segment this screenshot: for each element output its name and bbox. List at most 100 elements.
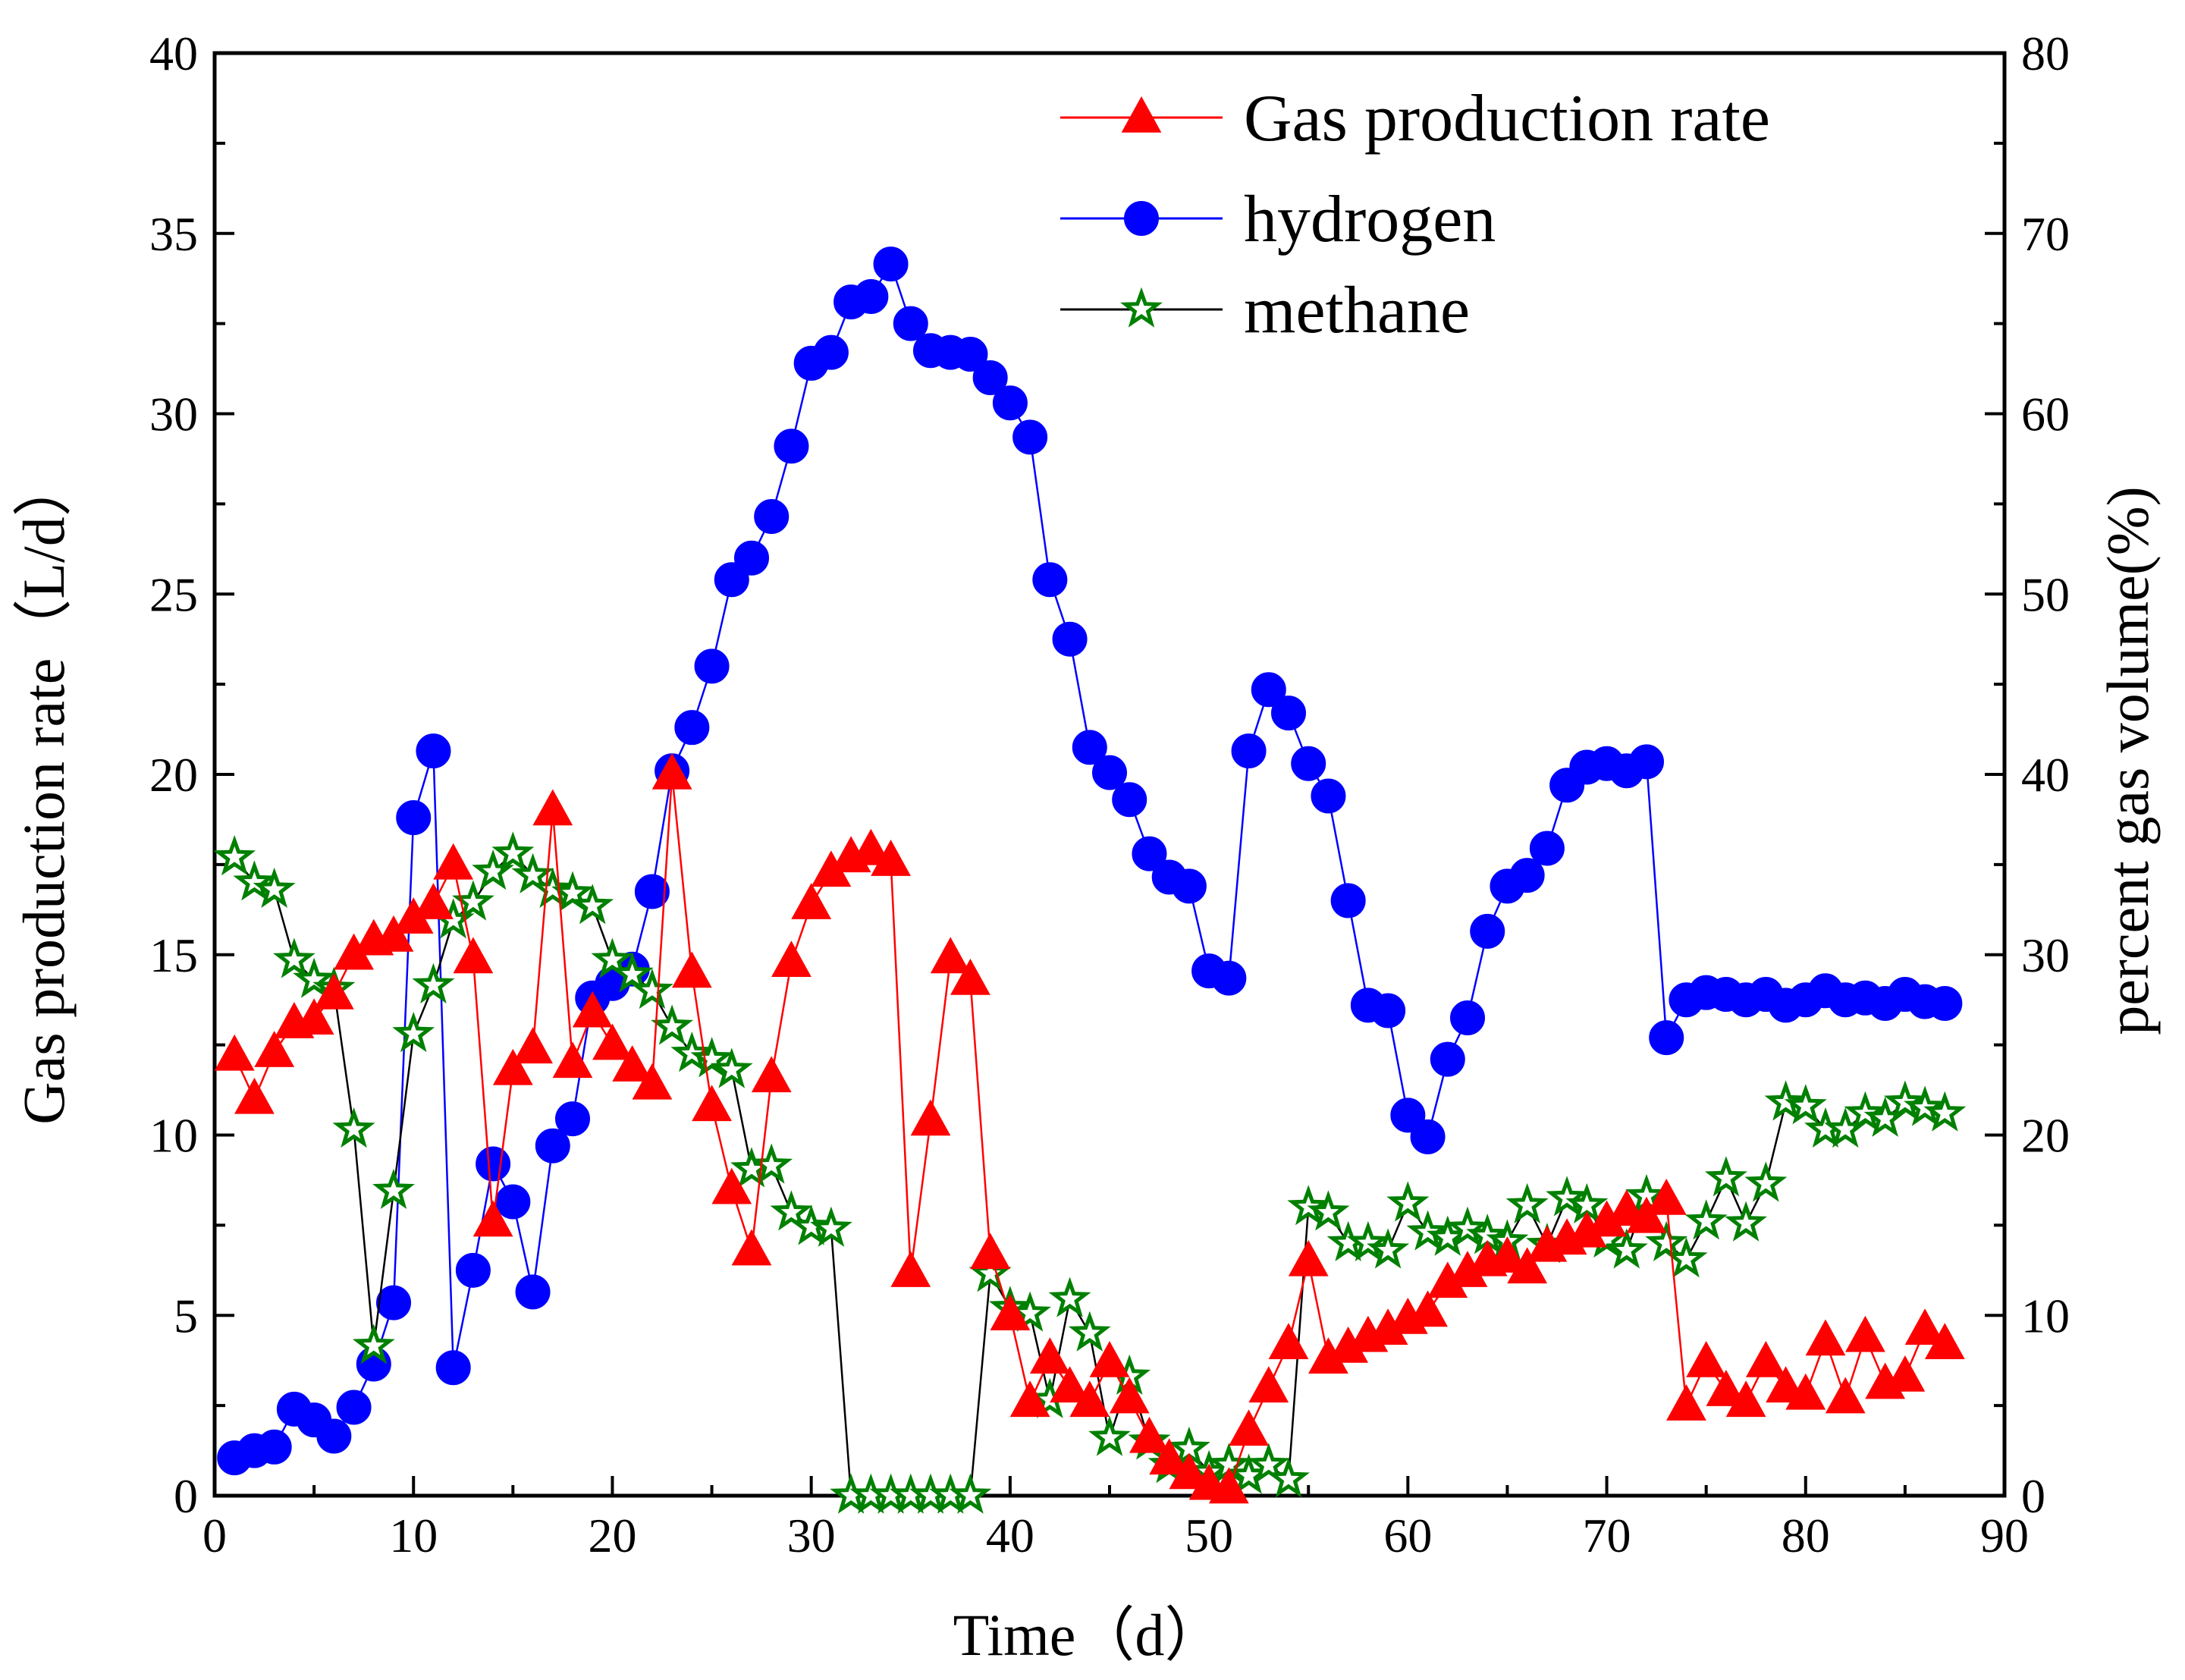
data-point — [810, 1206, 852, 1247]
x-tick-label: 40 — [986, 1509, 1034, 1562]
data-point — [611, 952, 654, 993]
data-point — [890, 1251, 931, 1287]
data-point — [612, 1045, 653, 1082]
data-point — [750, 1143, 793, 1184]
legend-marker — [1124, 201, 1159, 236]
data-point — [1470, 913, 1505, 949]
data-point — [1904, 1085, 1947, 1126]
data-point — [294, 998, 334, 1035]
data-point — [256, 1429, 292, 1465]
series-layer — [213, 247, 1967, 1514]
data-point — [372, 1168, 415, 1209]
legend-marker — [1120, 287, 1163, 328]
data-point — [1012, 419, 1048, 455]
data-point — [552, 1041, 593, 1079]
data-point — [893, 306, 928, 341]
data-point — [714, 562, 749, 598]
data-point — [751, 1056, 792, 1093]
data-point — [1923, 1091, 1967, 1132]
data-point — [1529, 831, 1565, 866]
data-point — [1050, 1366, 1090, 1403]
data-point — [1267, 1457, 1310, 1498]
data-point — [1629, 744, 1664, 780]
data-point — [1645, 1220, 1688, 1261]
data-point — [1704, 1156, 1747, 1197]
data-point — [1430, 1041, 1465, 1077]
data-point — [791, 883, 832, 919]
y-left-tick-label: 40 — [149, 27, 198, 80]
data-point — [1825, 1377, 1866, 1414]
data-point — [754, 499, 790, 535]
data-point — [1048, 1276, 1091, 1317]
y-right-tick-label: 70 — [2021, 207, 2070, 261]
x-tick-label: 20 — [588, 1509, 636, 1562]
legend-label: Gas production rate — [1244, 82, 1770, 155]
data-point — [233, 860, 276, 901]
series-gas-production-rate — [214, 752, 1965, 1504]
legend-label: hydrogen — [1244, 183, 1496, 256]
data-point — [1390, 1097, 1426, 1133]
data-point — [1169, 1452, 1210, 1490]
data-point — [1009, 1291, 1051, 1332]
data-point — [495, 1184, 531, 1220]
data-point — [1346, 1220, 1389, 1261]
data-point — [1009, 1380, 1050, 1418]
data-point — [1706, 1370, 1747, 1406]
data-point — [771, 940, 812, 977]
y-left-tick-label: 25 — [149, 567, 198, 621]
data-point — [476, 1146, 511, 1182]
data-point — [535, 1128, 570, 1163]
data-point — [1487, 1236, 1527, 1273]
data-point — [376, 1285, 411, 1320]
data-point — [1370, 993, 1406, 1028]
data-point — [1032, 562, 1068, 598]
data-point — [950, 958, 990, 995]
data-point — [873, 247, 909, 282]
data-point — [1288, 1239, 1329, 1276]
data-point — [953, 337, 988, 372]
data-point — [336, 1390, 372, 1425]
data-point — [1386, 1181, 1430, 1222]
y-left-tick-label: 20 — [149, 748, 198, 802]
data-point — [1248, 1366, 1289, 1403]
data-point — [513, 1027, 553, 1064]
data-point — [1112, 782, 1147, 818]
y-left-tick-label: 10 — [149, 1109, 198, 1163]
data-point — [1406, 1210, 1449, 1251]
x-tick-label: 30 — [787, 1509, 836, 1562]
data-point — [455, 1252, 491, 1288]
data-point — [551, 871, 594, 912]
y-right-tick-label: 30 — [2021, 928, 2070, 982]
data-point — [1725, 1380, 1766, 1418]
data-point — [813, 334, 849, 370]
data-point — [1805, 1319, 1846, 1356]
legend-item: hydrogen — [1060, 183, 1496, 256]
y-axis-right-title: percent gas volume(%) — [2095, 486, 2161, 1035]
data-point — [555, 1101, 590, 1137]
data-point — [651, 752, 692, 790]
data-point — [1725, 1201, 1767, 1242]
data-point — [692, 1085, 732, 1122]
data-point — [1505, 1182, 1549, 1224]
data-point — [592, 1023, 633, 1060]
data-point — [774, 429, 809, 464]
data-point — [452, 880, 494, 921]
data-point — [1666, 1384, 1706, 1421]
data-point — [631, 968, 673, 1010]
data-point — [731, 1229, 772, 1266]
data-point — [1509, 858, 1545, 893]
data-point — [1211, 960, 1247, 996]
data-point — [273, 937, 316, 978]
data-point — [1129, 1416, 1169, 1453]
data-point — [373, 915, 414, 952]
data-point — [632, 1063, 673, 1100]
data-point — [413, 883, 454, 919]
data-point — [316, 1418, 352, 1454]
data-point — [234, 1077, 275, 1114]
y-right-tick-label: 10 — [2021, 1289, 2070, 1342]
x-tick-label: 0 — [202, 1509, 227, 1562]
y-right-tick-label: 80 — [2021, 27, 2070, 80]
data-point — [1844, 1091, 1887, 1132]
data-point — [253, 867, 296, 908]
